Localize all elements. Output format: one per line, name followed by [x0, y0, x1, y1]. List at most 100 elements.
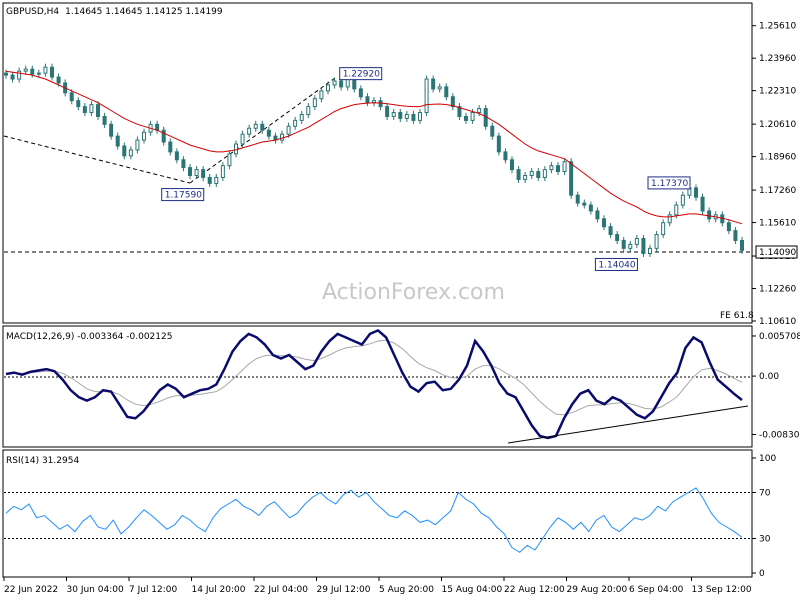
price-label-text: 1.22920	[343, 70, 380, 80]
rsi-panel	[2, 449, 753, 578]
candle-body	[740, 239, 744, 251]
candle-body	[109, 123, 114, 137]
candle-body	[247, 127, 252, 135]
candle-body	[89, 104, 94, 114]
price-tick-label-6: 1.15610	[759, 219, 796, 229]
candle-body	[82, 106, 87, 114]
rsi-tick-label-1: 70	[759, 489, 771, 499]
candle-body	[96, 104, 100, 117]
candle-body	[588, 204, 593, 212]
price-axis: 1.25610 1.23960 1.22310 1.20610 1.18960 1.172…	[752, 22, 796, 327]
candle-body	[69, 92, 74, 102]
candle-body	[365, 96, 370, 104]
candle-body	[56, 76, 61, 84]
symbol-title: GBPUSD,H4 1.14645 1.14645 1.14125 1.14199	[6, 7, 223, 17]
candle-body	[641, 238, 646, 254]
time-tick-label-9: 29 Aug 20:00	[567, 585, 628, 595]
time-tick-label-1: 30 Jun 04:00	[67, 585, 124, 595]
rsi-title: RSI(14) 31.2954	[6, 456, 79, 466]
time-tick-label-6: 5 Aug 20:00	[379, 585, 434, 595]
time-tick-label-11: 13 Sep 12:00	[692, 585, 752, 595]
candle-body	[608, 226, 613, 236]
candle-body	[615, 234, 620, 241]
candle-body	[50, 66, 54, 78]
candle-body	[339, 80, 344, 88]
candle-body	[17, 70, 22, 80]
time-tick-label-0: 22 Jun 2022	[4, 585, 58, 595]
time-tick-label-3: 14 Jul 20:00	[192, 585, 246, 595]
candle-body	[174, 151, 179, 161]
candle-body	[194, 169, 199, 177]
candle-body	[595, 210, 600, 220]
price-tick-label-3: 1.20610	[759, 120, 796, 130]
price-label-text: 1.17590	[165, 191, 202, 201]
fib-label: FE 61.8	[720, 311, 754, 321]
candle-body	[464, 115, 468, 121]
candle-body	[102, 115, 107, 125]
macd-trendline	[507, 405, 749, 444]
price-label-1.14040: 1.14040	[594, 257, 638, 271]
macd-tick-label-1: 0.00	[759, 372, 779, 382]
macd-line	[5, 328, 743, 440]
candle-body	[661, 222, 666, 236]
candle-body	[253, 123, 258, 129]
candle-body	[234, 143, 238, 155]
candle-body	[115, 135, 120, 147]
time-tick-label-5: 29 Jul 12:00	[317, 585, 371, 595]
candle-body	[450, 96, 455, 108]
candle-body	[477, 108, 482, 114]
candle-body	[424, 78, 429, 114]
candle-body	[431, 78, 436, 90]
candle-body	[23, 68, 28, 72]
macd-signal-line	[6, 339, 743, 416]
candle-body	[155, 123, 160, 131]
candle-body	[490, 125, 495, 137]
candle-body	[319, 90, 324, 100]
candle-body	[260, 123, 265, 131]
candle-body	[418, 112, 422, 121]
candle-body	[280, 133, 284, 141]
candle-body	[523, 175, 528, 180]
time-tick-label-7: 15 Aug 04:00	[442, 585, 503, 595]
price-annotations: 1.22920 1.17590 1.17370 1.14040	[161, 67, 691, 271]
candle-body	[266, 129, 271, 137]
price-label-box	[647, 176, 691, 190]
candle-body	[142, 131, 146, 141]
candle-body	[621, 239, 626, 249]
trendline-low	[3, 135, 191, 184]
candle-body	[220, 165, 225, 178]
moving-average-line	[5, 70, 743, 225]
candle-body	[43, 66, 48, 74]
rsi-tick-label-3: 0	[759, 569, 765, 579]
time-tick-label-2: 7 Jul 12:00	[129, 585, 178, 595]
time-tick-label-10: 6 Sep 04:00	[629, 585, 684, 595]
price-panel	[2, 2, 753, 324]
candle-body	[503, 151, 508, 161]
candle-body	[326, 84, 330, 92]
candle-body	[516, 169, 521, 180]
candle-body	[411, 113, 416, 121]
candle-body	[352, 78, 357, 90]
time-axis: 22 Jun 2022 30 Jun 04:00 7 Jul 12:00 14 Jul…	[3, 577, 752, 595]
watermark: ActionForex.com	[322, 280, 505, 305]
candle-body	[536, 171, 541, 178]
candle-body	[214, 176, 219, 184]
candle-body	[4, 72, 8, 76]
price-label-1.22920: 1.22920	[339, 67, 383, 81]
candle-body	[556, 165, 560, 173]
candle-body	[168, 141, 173, 153]
price-tick-label-9: 1.10610	[759, 317, 796, 327]
candle-body	[161, 129, 166, 143]
time-tick-label-4: 22 Jul 04:00	[254, 585, 308, 595]
price-label-1.17590: 1.17590	[161, 188, 205, 202]
candle-body	[391, 112, 396, 117]
candle-body	[385, 106, 390, 117]
macd-tick-label-0: 0.005708	[759, 332, 800, 342]
candle-body	[181, 159, 186, 169]
candle-body	[299, 113, 304, 121]
price-label-text: 1.17370	[651, 179, 688, 189]
candle-body	[332, 80, 337, 86]
time-tick-label-8: 22 Aug 12:00	[504, 585, 565, 595]
candle-body	[128, 149, 133, 157]
